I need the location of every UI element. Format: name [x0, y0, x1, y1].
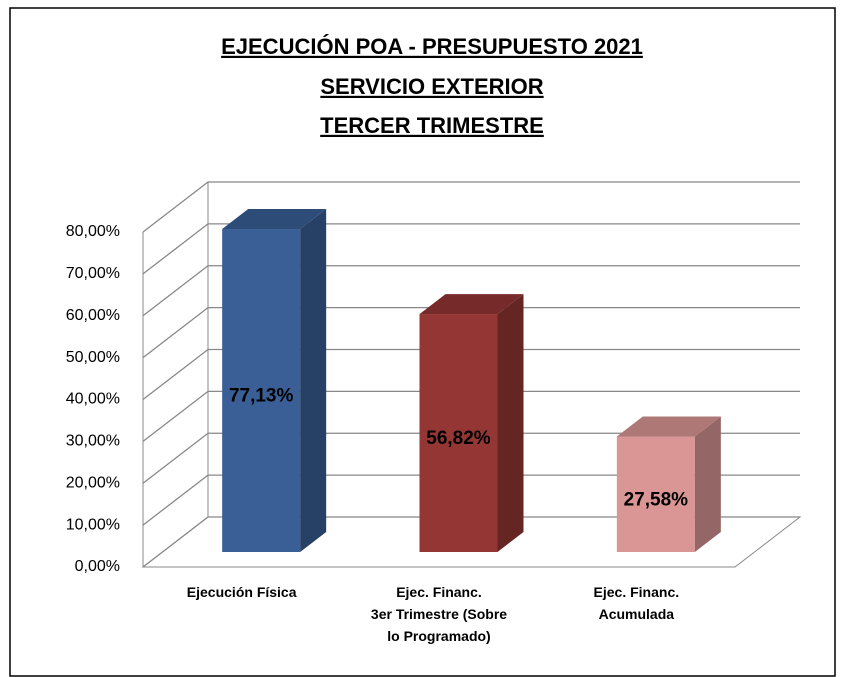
x-tick-label-box: Ejec. Financ. 3er Trimestre (Sobre lo Pr…	[370, 584, 508, 644]
y-tick-label: 40,00%	[66, 391, 120, 408]
y-tick-label: 60,00%	[66, 307, 120, 324]
grid-line	[142, 223, 800, 275]
grid-line	[142, 306, 800, 359]
bar-front	[419, 314, 498, 552]
y-tick-label: 70,00%	[66, 265, 120, 282]
grid-line	[142, 390, 800, 442]
x-tick-label-box: Ejec. Financ. Acumulada	[593, 584, 680, 622]
bar-side	[497, 294, 524, 552]
grid-line	[142, 265, 800, 317]
chart-title: SERVICIO EXTERIOR	[320, 74, 543, 99]
bar-top	[616, 416, 721, 437]
chart-title: TERCER TRIMESTRE	[320, 113, 544, 138]
y-tick-label: 30,00%	[66, 433, 120, 450]
grid-line	[142, 181, 800, 233]
x-tick-label: Ejec. Financ. Acumulada	[593, 584, 680, 622]
grid-line	[142, 474, 800, 526]
data-label: 27,58%	[624, 489, 689, 510]
grid-line	[142, 432, 800, 484]
bar-top	[419, 294, 524, 315]
bar-front	[616, 436, 695, 552]
y-tick-label: 0,00%	[75, 558, 120, 575]
y-tick-label: 50,00%	[66, 349, 120, 366]
data-label: 56,82%	[426, 428, 491, 449]
data-label: 77,13%	[229, 386, 294, 407]
x-tick-label-box: Ejecución Física	[186, 584, 297, 600]
bar-side	[300, 209, 327, 552]
chart-title: EJECUCIÓN POA - PRESUPUESTO 2021	[221, 34, 643, 59]
y-tick-label: 10,00%	[66, 516, 120, 533]
grid-line	[142, 516, 800, 568]
grid-line	[142, 348, 800, 401]
bar-side	[694, 416, 721, 552]
x-tick-label: Ejec. Financ. 3er Trimestre (Sobre lo Pr…	[370, 584, 508, 644]
bar-top	[222, 209, 327, 230]
x-tick-label: Ejecución Física	[186, 584, 297, 600]
y-tick-label: 20,00%	[66, 474, 120, 491]
bar-front	[222, 229, 301, 552]
y-tick-label: 80,00%	[66, 223, 120, 240]
